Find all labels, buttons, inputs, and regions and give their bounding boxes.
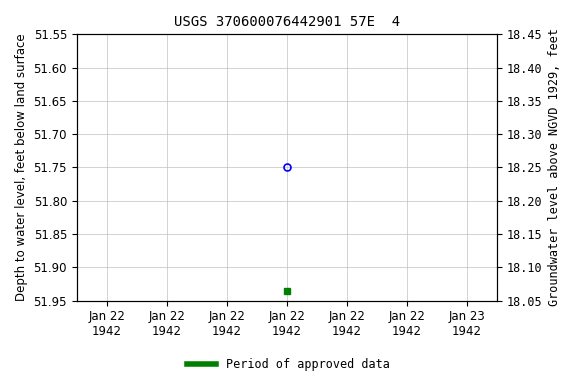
Y-axis label: Groundwater level above NGVD 1929, feet: Groundwater level above NGVD 1929, feet [548, 28, 561, 306]
Legend: Period of approved data: Period of approved data [182, 354, 394, 376]
Title: USGS 370600076442901 57E  4: USGS 370600076442901 57E 4 [174, 15, 400, 29]
Y-axis label: Depth to water level, feet below land surface: Depth to water level, feet below land su… [15, 34, 28, 301]
